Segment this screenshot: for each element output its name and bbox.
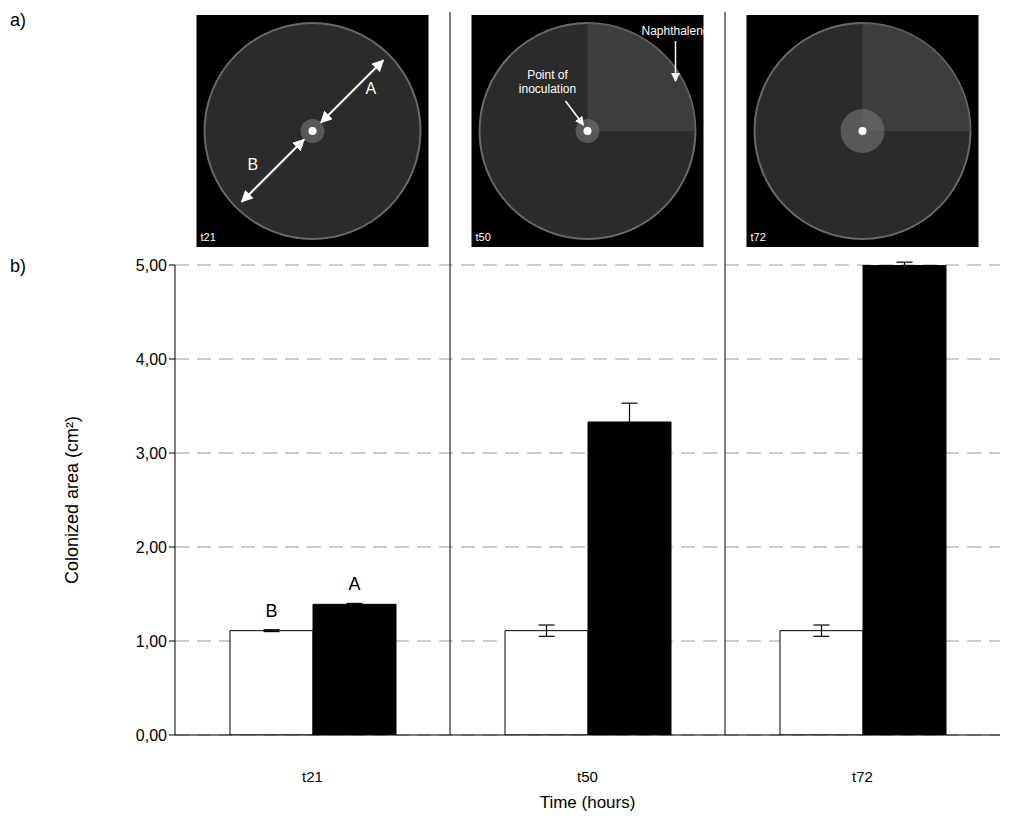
svg-text:4,00: 4,00 — [136, 351, 167, 368]
svg-text:5,00: 5,00 — [136, 257, 167, 274]
svg-text:b): b) — [10, 256, 26, 276]
svg-text:B: B — [247, 156, 258, 173]
svg-text:A: A — [348, 574, 360, 594]
svg-text:B: B — [265, 601, 277, 621]
svg-text:1,00: 1,00 — [136, 633, 167, 650]
svg-text:A: A — [366, 80, 377, 97]
svg-text:t21: t21 — [302, 768, 323, 785]
svg-text:t21: t21 — [201, 231, 216, 243]
svg-text:Time (hours): Time (hours) — [540, 793, 636, 812]
svg-text:t50: t50 — [577, 768, 598, 785]
svg-text:0,00: 0,00 — [136, 727, 167, 744]
svg-text:3,00: 3,00 — [136, 445, 167, 462]
svg-text:Naphthalene: Naphthalene — [641, 24, 709, 38]
svg-text:a): a) — [10, 10, 26, 30]
svg-text:t72: t72 — [852, 768, 873, 785]
svg-text:2,00: 2,00 — [136, 539, 167, 556]
svg-text:Colonized area (cm²): Colonized area (cm²) — [62, 416, 82, 584]
svg-text:t50: t50 — [476, 231, 491, 243]
svg-text:t72: t72 — [751, 231, 766, 243]
svg-text:Point ofinoculation: Point ofinoculation — [519, 68, 576, 96]
